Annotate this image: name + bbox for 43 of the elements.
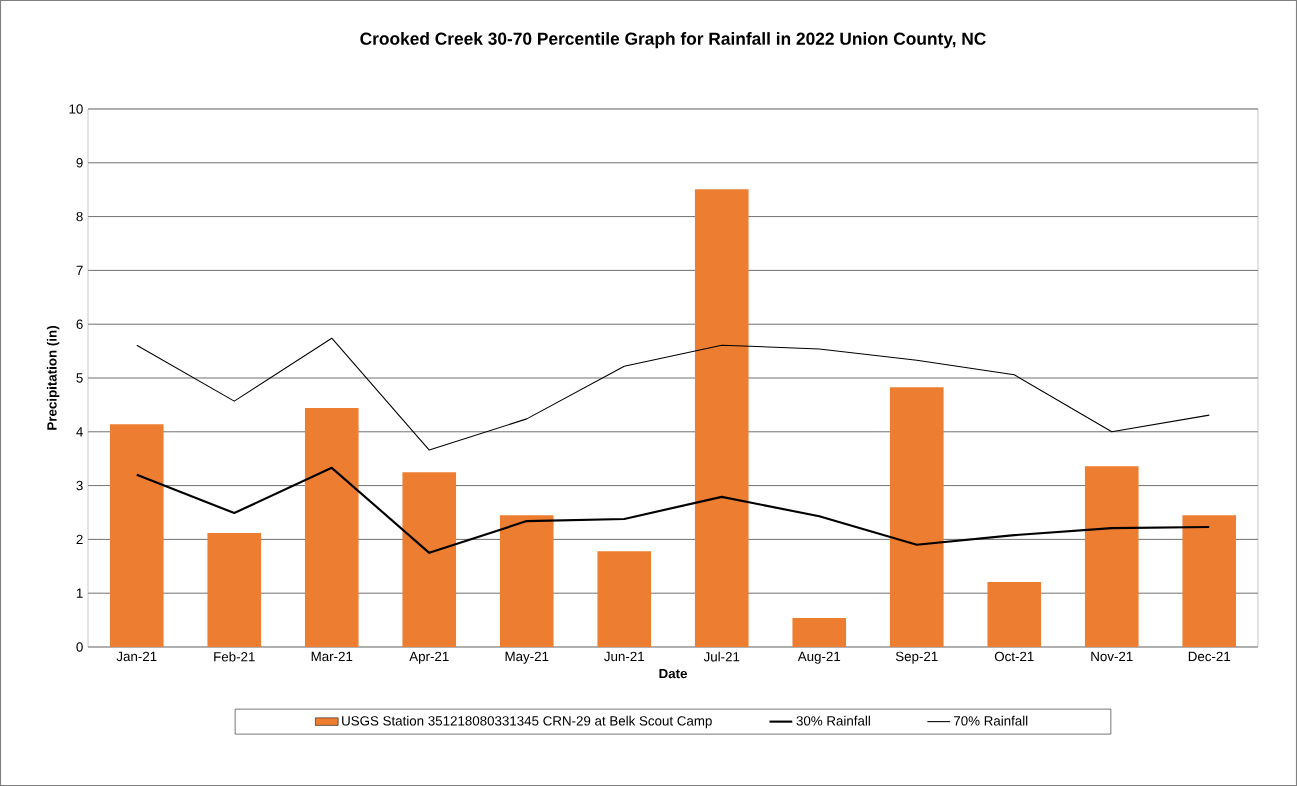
bar xyxy=(402,472,457,647)
y-tick-label: 2 xyxy=(76,534,83,545)
x-tick-label: May-21 xyxy=(505,651,549,664)
x-axis-title: Date xyxy=(659,668,687,679)
bar xyxy=(987,581,1042,647)
y-tick-label: 3 xyxy=(76,480,83,491)
bar xyxy=(889,387,944,647)
x-tick-label: Dec-21 xyxy=(1188,651,1231,662)
bar xyxy=(694,189,749,647)
x-tick-label: Apr-21 xyxy=(409,651,449,664)
bar xyxy=(109,424,164,647)
bar xyxy=(499,515,554,647)
legend-label: 70% Rainfall xyxy=(954,715,1028,726)
bar xyxy=(792,617,847,647)
y-tick-label: 10 xyxy=(69,104,83,114)
x-tick-label: Nov-21 xyxy=(1091,651,1133,662)
x-tick-label: Aug-21 xyxy=(797,651,841,664)
y-tick-label: 5 xyxy=(76,373,83,383)
line-series xyxy=(135,466,1211,554)
y-tick-label: 9 xyxy=(76,158,83,168)
bar xyxy=(1084,466,1139,647)
y-tick-label: 1 xyxy=(76,588,83,598)
y-tick-label: 6 xyxy=(76,319,83,329)
bar xyxy=(1182,515,1237,647)
x-tick-label: Mar-21 xyxy=(311,651,353,662)
line-series xyxy=(136,337,1210,451)
x-tick-label: Sep-21 xyxy=(895,651,938,664)
y-tick-label: 0 xyxy=(76,642,83,652)
bar xyxy=(304,408,359,647)
bar xyxy=(597,551,652,647)
x-tick-label: Jul-21 xyxy=(703,651,740,662)
chart-title: Crooked Creek 30-70 Percentile Graph for Rainfall in 2022 Union County, NC xyxy=(360,32,986,49)
x-tick-label: Oct-21 xyxy=(994,651,1034,662)
legend-label: 30% Rainfall xyxy=(796,715,870,726)
x-tick-label: Jun-21 xyxy=(604,651,644,662)
y-tick-label: 8 xyxy=(76,211,83,222)
x-tick-label: Jan-21 xyxy=(116,651,157,662)
x-tick-label: Feb-21 xyxy=(214,651,255,662)
y-tick-label: 7 xyxy=(76,265,83,275)
bar xyxy=(207,532,262,647)
y-tick-label: 4 xyxy=(76,427,83,437)
y-axis-title: Precipitation (in) xyxy=(46,326,60,430)
legend-label: USGS Station 351218080331345 CRN-29 at Belk Scout Camp xyxy=(342,715,712,729)
